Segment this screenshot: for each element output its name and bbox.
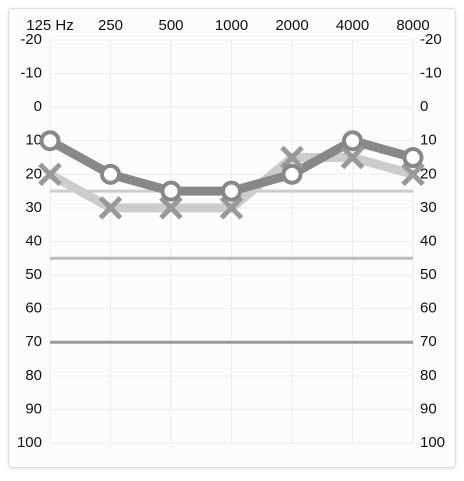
y-tick-label-right: 100	[420, 434, 445, 451]
x-tick-label: 125 Hz	[26, 17, 74, 34]
x-tick-label: 4000	[336, 17, 369, 34]
y-tick-label-right: 40	[420, 232, 437, 249]
circle-marker	[39, 130, 61, 152]
y-tick-label: 30	[25, 199, 42, 216]
y-tick-label: 10	[25, 132, 42, 149]
y-tick-label: 60	[25, 300, 42, 317]
x-marker	[280, 145, 304, 170]
y-tick-label: 90	[25, 400, 42, 417]
y-tick-label: 50	[25, 266, 42, 283]
y-tick-label: 0	[34, 98, 42, 115]
x-tick-label: 8000	[396, 17, 429, 34]
y-tick-label-right: -10	[420, 65, 442, 82]
circle-marker	[160, 180, 182, 202]
y-tick-label: 40	[25, 232, 42, 249]
circle-marker	[221, 180, 242, 202]
circle-marker	[281, 163, 303, 185]
y-tick-label-right: 0	[420, 98, 428, 115]
x-marker	[219, 196, 244, 220]
y-tick-label-right: 10	[420, 132, 437, 149]
y-tick-label: 70	[25, 333, 42, 350]
y-tick-label: -10	[20, 65, 42, 82]
x-marker	[401, 162, 425, 187]
y-tick-label-right: 20	[420, 165, 437, 182]
x-marker	[159, 196, 183, 220]
y-tick-label-right: 50	[420, 266, 437, 283]
x-tick-label: 250	[98, 17, 123, 34]
y-tick-label-right: 30	[420, 199, 437, 216]
y-tick-label: 80	[25, 367, 42, 384]
y-tick-label-right: 90	[420, 400, 437, 417]
y-tick-label-right: 70	[420, 333, 437, 350]
x-tick-label: 500	[158, 17, 183, 34]
x-marker	[340, 145, 365, 170]
y-tick-label: 20	[25, 165, 42, 182]
y-tick-label: 100	[17, 434, 42, 451]
x-tick-label: 2000	[275, 17, 308, 34]
y-tick-label-right: -20	[420, 31, 442, 48]
x-tick-label: 1000	[215, 17, 248, 34]
circle-marker	[342, 130, 363, 152]
y-tick-label: -20	[20, 31, 42, 48]
y-tick-label-right: 80	[420, 367, 437, 384]
y-tick-label-right: 60	[420, 300, 437, 317]
x-marker	[98, 196, 123, 220]
circle-marker	[100, 163, 121, 185]
circle-marker	[402, 147, 424, 169]
x-marker	[38, 162, 62, 187]
